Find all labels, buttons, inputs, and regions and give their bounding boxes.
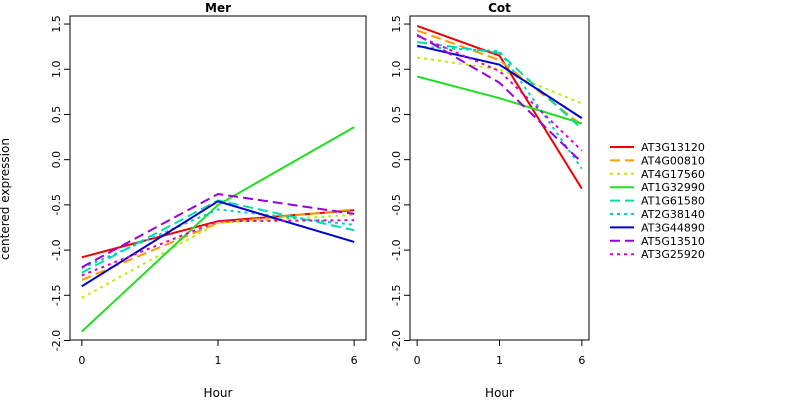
panel-mer: Mer -2.0 -1.5 -1.0 -0.5 0.0 0.5 1.0 1.5 0 1 6 Hour — [50, 1, 367, 400]
legend-item: AT4G17560 — [610, 168, 705, 181]
series-line-at3g25920 — [81, 219, 355, 277]
x-tick-label: 6 — [578, 354, 585, 367]
series-line-at4g17560 — [417, 56, 583, 105]
series-line-at3g44890 — [81, 200, 355, 288]
y-tick-label: 0.0 — [390, 151, 403, 169]
y-tick-label: -1.5 — [50, 285, 63, 306]
legend-label: AT3G13120 — [641, 141, 705, 154]
series-line-at1g61580 — [417, 41, 583, 130]
y-tick-label: -2.0 — [390, 330, 403, 351]
x-tick-label: 1 — [496, 354, 503, 367]
x-axis-title: Hour — [485, 386, 514, 400]
plot-frame — [69, 15, 367, 341]
panel-title: Mer — [205, 1, 231, 15]
y-axis-title-group: centered expression — [0, 138, 12, 260]
legend-item: AT3G13120 — [610, 141, 705, 154]
y-tick-label: -0.5 — [50, 194, 63, 215]
y-tick-label: 0.5 — [50, 106, 63, 124]
panel-title: Cot — [488, 1, 511, 15]
series-line-at3g13120 — [416, 24, 583, 190]
x-axis-title: Hour — [204, 386, 233, 400]
y-tick-label: 1.0 — [50, 61, 63, 79]
y-axis-title: centered expression — [0, 138, 12, 260]
series-line-at3g13120 — [81, 209, 355, 259]
legend-label: AT1G61580 — [641, 195, 705, 208]
y-tick-label: -1.0 — [390, 239, 403, 260]
y-tick-label: 1.5 — [390, 15, 403, 32]
legend-item: AT3G25920 — [610, 248, 705, 261]
legend-item: AT2G38140 — [610, 208, 705, 221]
series-line-at3g44890 — [416, 44, 583, 119]
legend-label: AT4G00810 — [641, 154, 705, 167]
y-tick-label: -2.0 — [50, 330, 63, 351]
series-line-at4g00810 — [81, 208, 355, 281]
legend-label: AT2G38140 — [641, 208, 705, 221]
y-tick-label: -0.5 — [390, 194, 403, 215]
y-tick-label: 0.5 — [390, 106, 403, 124]
legend-item: AT5G13510 — [610, 235, 705, 248]
series-line-at3g25920 — [416, 34, 583, 152]
legend-item: AT3G44890 — [610, 221, 705, 234]
series-line-at5g13510 — [416, 34, 583, 164]
legend-label: AT4G17560 — [641, 168, 705, 181]
x-tick-label: 1 — [215, 354, 222, 367]
x-tick-label: 0 — [78, 354, 85, 367]
legend-label: AT3G44890 — [641, 221, 705, 234]
legend-item: AT1G32990 — [610, 181, 705, 194]
y-tick-label: 1.5 — [50, 15, 63, 32]
y-tick-label: 1.0 — [390, 61, 403, 79]
panels: Mer-2.0-1.5-1.0-0.50.00.51.01.50 1 6HourCo… — [50, 1, 590, 400]
y-tick-label: -1.0 — [50, 239, 63, 260]
legend-label: AT3G25920 — [641, 248, 705, 261]
legend-label: AT1G32990 — [641, 181, 705, 194]
panel-cot: Cot -2.0 -1.5 -1.0 -0.5 0.0 0.5 1.0 1.5 0 1 6 Hour — [390, 1, 590, 400]
legend-item: AT1G61580 — [610, 195, 705, 208]
x-tick-label: 0 — [414, 354, 421, 367]
x-tick-label: 6 — [351, 354, 358, 367]
series-line-at1g32990 — [416, 75, 583, 125]
series-line-at4g17560 — [81, 213, 355, 299]
legend: AT3G13120AT4G00810AT4G17560AT1G32990AT1G… — [610, 141, 705, 261]
y-tick-label: -1.5 — [390, 285, 403, 306]
legend-label: AT5G13510 — [641, 235, 705, 248]
series-line-at1g32990 — [81, 126, 355, 333]
legend-item: AT4G00810 — [610, 154, 705, 167]
y-tick-label: 0.0 — [50, 151, 63, 169]
series-line-at5g13510 — [81, 192, 355, 269]
series-line-at2g38140 — [81, 208, 355, 270]
